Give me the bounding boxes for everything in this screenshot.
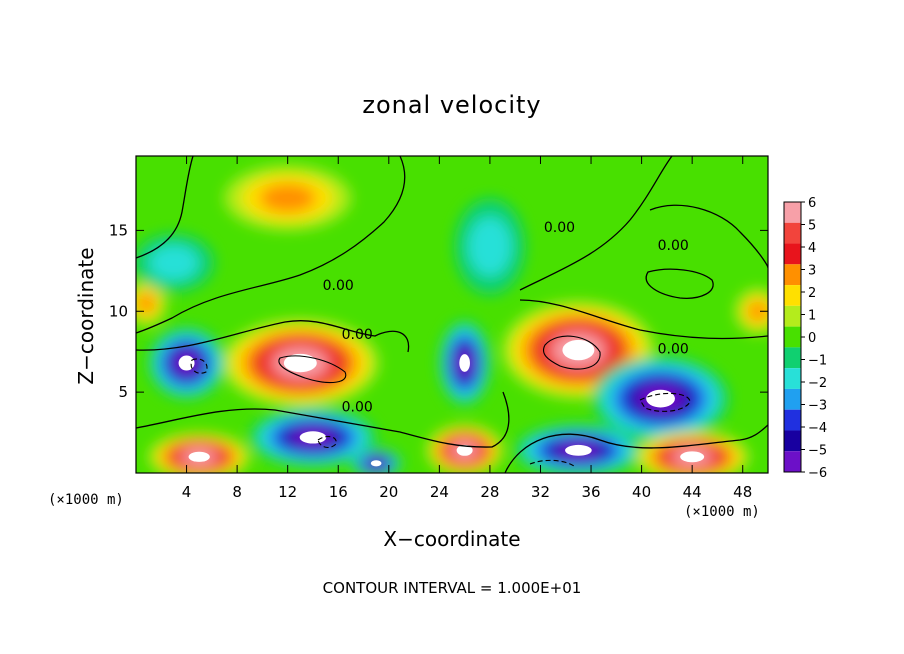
plot-frame: [135, 155, 769, 474]
field-region-14-7: [456, 444, 473, 456]
dashed-contour-left: [190, 358, 208, 374]
field-layer: [136, 165, 768, 473]
chart-title: zonal velocity: [362, 91, 541, 119]
x-tick-label-16: 16: [329, 483, 348, 501]
zero-contour-lower: [136, 391, 510, 448]
contour-label-4: 0.00: [658, 238, 689, 254]
colorbar-label-2: 4: [808, 241, 816, 256]
field-region-15-7: [680, 451, 705, 463]
x-tick-label-40: 40: [632, 483, 651, 501]
colorbar-label-9: −3: [808, 399, 827, 414]
x-tick-label-24: 24: [430, 483, 449, 501]
x-unit-right: (×1000 m): [684, 504, 760, 520]
field-region-13-7: [188, 451, 210, 462]
y-axis-title: Z−coordinate: [74, 247, 98, 384]
y-tick-label-15: 15: [109, 221, 128, 239]
zero-contour-mid: [136, 320, 410, 353]
contour-interval-note: CONTOUR INTERVAL = 1.000E+01: [323, 579, 582, 597]
colorbar-swatch-7: [784, 347, 801, 369]
colorbar-swatch-10: [784, 409, 801, 431]
x-tick-label-32: 32: [531, 483, 550, 501]
zero-contour-right-lower: [519, 299, 768, 340]
x-tick-label-28: 28: [480, 483, 499, 501]
x-tick-label-12: 12: [278, 483, 297, 501]
field-region-9-7: [646, 389, 675, 408]
zero-contour-bottom-right: [504, 424, 768, 473]
colorbar-label-4: 2: [808, 286, 816, 301]
dashed-contour-bottom: [317, 435, 337, 449]
colorbar-swatch-11: [784, 430, 801, 452]
zero-contour-right: [519, 156, 673, 291]
colorbar-label-0: 6: [808, 196, 816, 211]
field-region-0-3: [259, 183, 316, 213]
zero-contours: [136, 156, 768, 473]
colorbar-label-10: −4: [808, 421, 827, 436]
x-tick-label-48: 48: [733, 483, 752, 501]
contour-labels: 0.00 0.00 0.00 0.00 0.00 0.00: [323, 220, 689, 416]
x-tick-label-20: 20: [379, 483, 398, 501]
zero-contour-upper: [136, 156, 194, 259]
inner-contour-left-core: [278, 355, 347, 384]
colorbar-swatch-8: [784, 368, 801, 389]
field-region-2-3: [747, 301, 768, 322]
colorbar-label-8: −2: [808, 376, 827, 391]
colorbar-label-3: 3: [808, 264, 816, 279]
x-tick-label-36: 36: [581, 483, 600, 501]
colorbar-swatch-1: [784, 222, 801, 244]
x-axis: 4 8 12 16 20 24 28 32 36 40 44 48: [182, 156, 752, 501]
colorbar-swatch-9: [784, 388, 801, 410]
colorbar-swatch-6: [784, 326, 801, 348]
zero-contour-right-loop: [649, 204, 768, 269]
x-tick-label-44: 44: [683, 483, 702, 501]
colorbar-label-1: 5: [808, 219, 816, 234]
colorbar-label-5: 1: [808, 309, 816, 324]
field-region-11-7: [565, 444, 592, 456]
zero-contour-upper-right: [136, 156, 406, 334]
x-tick-label-8: 8: [232, 483, 242, 501]
colorbar-swatch-2: [784, 243, 801, 265]
field-region-1-3: [137, 293, 156, 314]
y-tick-label-5: 5: [118, 383, 128, 401]
y-tick-label-10: 10: [109, 302, 128, 320]
contour-label-2: 0.00: [342, 400, 373, 416]
colorbar-swatch-0: [784, 202, 801, 223]
field-region-4-2: [149, 244, 199, 281]
colorbar-swatch-12: [784, 451, 801, 472]
field-region-6-7: [562, 339, 595, 361]
inner-contours: [190, 335, 691, 467]
inner-contour-right-core: [542, 335, 601, 370]
colorbar-swatch-5: [784, 305, 801, 327]
contour-label-3: 0.00: [544, 220, 575, 236]
contour-label-0: 0.00: [323, 278, 354, 294]
colorbar-label-11: −5: [808, 444, 827, 459]
field-region-12-7: [370, 460, 382, 467]
dashed-contour-bottom-right: [529, 459, 575, 467]
field-core-group: [178, 339, 705, 467]
x-unit-left: (×1000 m): [48, 492, 124, 508]
x-axis-title: X−coordinate: [383, 527, 520, 551]
contour-label-1: 0.00: [342, 327, 373, 343]
colorbar: 6 5 4 3 2 1 0 −1 −2 −3 −4 −5 −6: [783, 196, 827, 481]
field-region-7-7: [178, 355, 195, 371]
dashed-contour-right: [639, 392, 691, 412]
contour-label-5: 0.00: [658, 341, 689, 357]
colorbar-swatch-3: [784, 264, 801, 286]
colorbar-label-12: −6: [808, 466, 827, 481]
x-tick-label-4: 4: [182, 483, 192, 501]
field-region-5-7: [283, 353, 317, 373]
field-region-3-2: [468, 216, 512, 277]
y-axis: 5 10 15: [109, 221, 768, 401]
field-region-8-7: [459, 354, 470, 372]
colorbar-label-7: −1: [808, 354, 827, 369]
field-region-10-7: [299, 431, 327, 444]
contour-loop-right: [645, 268, 714, 299]
plot-area: 0.00 0.00 0.00 0.00 0.00 0.00: [135, 155, 769, 474]
colorbar-swatch-4: [784, 285, 801, 306]
colorbar-label-6: 0: [808, 331, 816, 346]
